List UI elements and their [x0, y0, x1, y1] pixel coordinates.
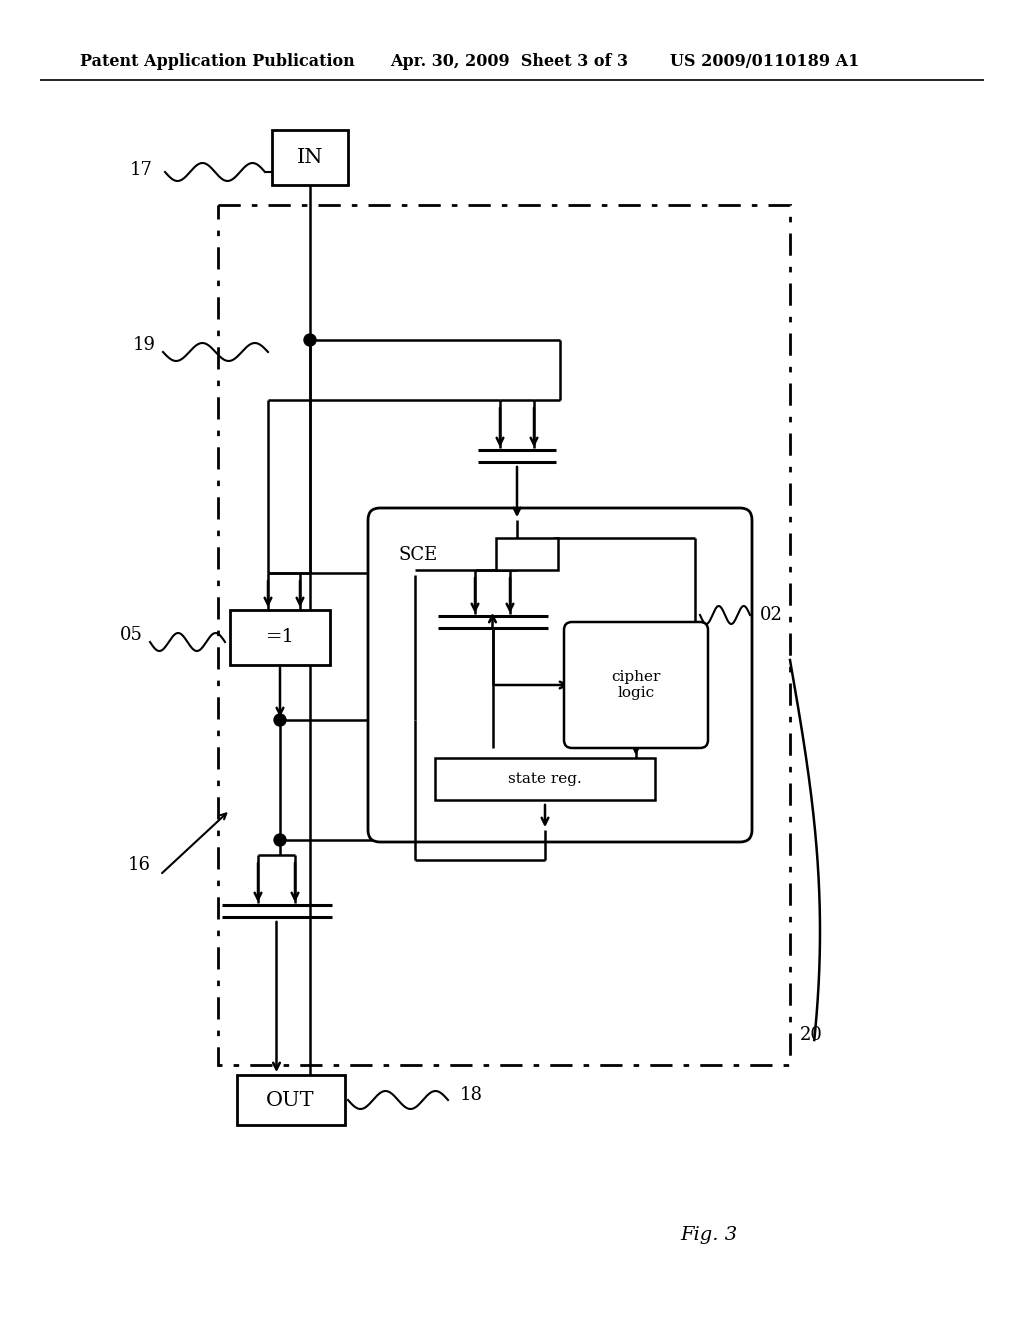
Text: 05: 05 — [120, 626, 143, 644]
Text: cipher
logic: cipher logic — [611, 671, 660, 700]
Circle shape — [304, 334, 316, 346]
FancyBboxPatch shape — [564, 622, 708, 748]
Bar — [230, 610, 330, 665]
Bar — [435, 758, 655, 800]
Bar — [218, 205, 790, 1065]
Text: state reg.: state reg. — [508, 772, 582, 785]
Text: 17: 17 — [130, 161, 153, 180]
Bar — [496, 539, 558, 570]
Text: 16: 16 — [128, 855, 151, 874]
Text: =1: =1 — [265, 628, 295, 647]
Text: Patent Application Publication: Patent Application Publication — [80, 54, 354, 70]
Text: SCE: SCE — [398, 546, 437, 564]
Circle shape — [274, 834, 286, 846]
Text: 18: 18 — [460, 1086, 483, 1104]
Text: 20: 20 — [800, 1026, 823, 1044]
Text: 02: 02 — [760, 606, 783, 624]
Bar — [237, 1074, 345, 1125]
FancyBboxPatch shape — [368, 508, 752, 842]
Text: Fig. 3: Fig. 3 — [680, 1226, 737, 1243]
Text: Apr. 30, 2009  Sheet 3 of 3: Apr. 30, 2009 Sheet 3 of 3 — [390, 54, 628, 70]
Text: US 2009/0110189 A1: US 2009/0110189 A1 — [670, 54, 859, 70]
Text: OUT: OUT — [265, 1090, 314, 1110]
Text: IN: IN — [297, 148, 324, 168]
Text: 19: 19 — [133, 337, 156, 354]
Bar — [272, 129, 348, 185]
Circle shape — [274, 714, 286, 726]
